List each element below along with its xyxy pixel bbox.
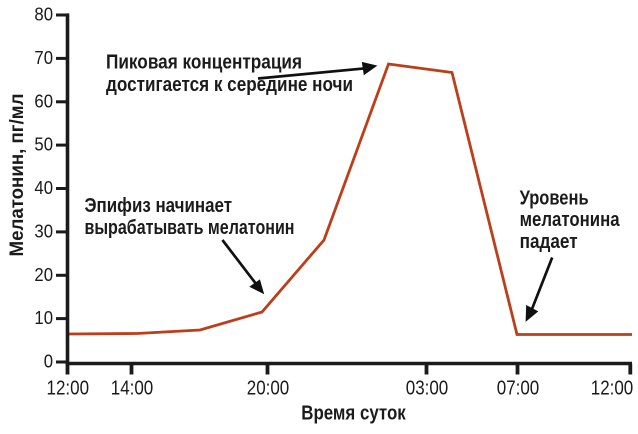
svg-text:падает: падает <box>520 231 578 253</box>
svg-text:14:00: 14:00 <box>111 376 154 399</box>
svg-text:20: 20 <box>34 264 53 285</box>
svg-text:50: 50 <box>34 134 53 155</box>
svg-text:Мелатонин, пг/мл: Мелатонин, пг/мл <box>7 94 28 257</box>
svg-text:40: 40 <box>34 177 53 198</box>
svg-text:10: 10 <box>34 307 53 328</box>
svg-text:Эпифиз начинает: Эпифиз начинает <box>85 195 233 217</box>
svg-text:Пиковая концентрация: Пиковая концентрация <box>106 51 302 73</box>
svg-text:Время суток: Время суток <box>301 402 406 425</box>
svg-text:вырабатывать мелатонин: вырабатывать мелатонин <box>85 217 295 239</box>
svg-text:70: 70 <box>34 47 53 68</box>
svg-text:03:00: 03:00 <box>406 376 449 399</box>
svg-text:достигается к середине ночи: достигается к середине ночи <box>106 74 353 96</box>
svg-text:60: 60 <box>34 90 53 111</box>
svg-text:07:00: 07:00 <box>497 376 540 399</box>
svg-text:80: 80 <box>34 4 53 25</box>
svg-text:12:00: 12:00 <box>591 376 634 399</box>
svg-text:30: 30 <box>34 220 53 241</box>
svg-text:12:00: 12:00 <box>47 376 90 399</box>
svg-text:20:00: 20:00 <box>247 376 290 399</box>
svg-text:мелатонина: мелатонина <box>520 209 621 231</box>
svg-text:0: 0 <box>44 351 53 372</box>
svg-text:Уровень: Уровень <box>520 187 589 209</box>
